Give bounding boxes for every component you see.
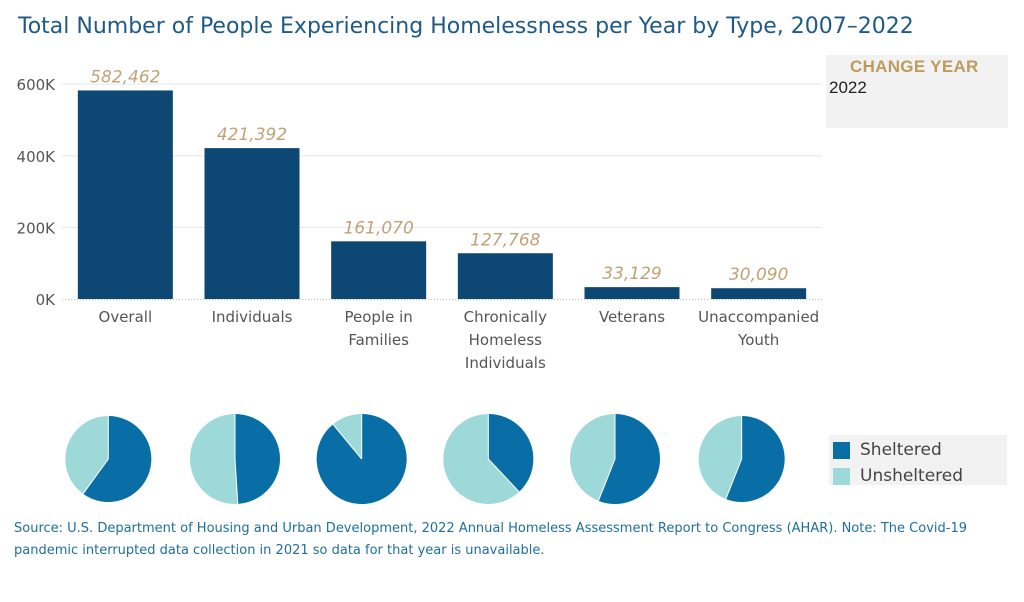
- year-selector[interactable]: 2022: [829, 78, 867, 97]
- y-tick-label: 400K: [17, 148, 57, 166]
- pie-chronically-homeless-individuals[interactable]: [443, 414, 534, 504]
- pie-veterans[interactable]: [570, 414, 660, 504]
- bar-veterans[interactable]: [584, 287, 680, 299]
- y-axis-ticks: 0K 200K 400K 600K: [17, 76, 57, 309]
- pie-separator: [332, 424, 363, 460]
- y-tick-label: 200K: [17, 219, 57, 237]
- legend-label-sheltered: Sheltered: [860, 440, 942, 460]
- pie-slice-sheltered: [488, 414, 534, 492]
- bar-individuals[interactable]: [204, 148, 300, 299]
- x-tick-label: Unaccompanied: [698, 308, 819, 326]
- x-tick-label: Families: [348, 331, 409, 349]
- x-tick-label: Youth: [737, 331, 779, 349]
- change-year-panel[interactable]: CHANGE YEAR 2022: [826, 55, 1008, 128]
- data-labels: 582,462 421,392 161,070 127,768 33,129 30,090: [90, 67, 788, 285]
- source-note: Source: U.S. Department of Housing and U…: [14, 521, 967, 558]
- data-label-overall: 582,462: [90, 67, 160, 87]
- legend-label-unsheltered: Unsheltered: [860, 466, 964, 486]
- x-axis-ticks: Overall Individuals People in Families Chron…: [99, 308, 820, 372]
- legend-item-unsheltered[interactable]: Unsheltered: [833, 466, 963, 486]
- chart-title: Total Number of People Experiencing Home…: [18, 14, 914, 39]
- y-tick-label: 600K: [17, 76, 57, 94]
- x-tick-label: People in: [345, 308, 413, 326]
- legend-swatch-unsheltered: [833, 467, 850, 485]
- data-label-people-in-families: 161,070: [344, 218, 414, 238]
- pie-slice-sheltered: [725, 416, 785, 503]
- bar-people-in-families[interactable]: [331, 241, 427, 299]
- x-tick-label: Individuals: [212, 308, 293, 326]
- x-tick-label: Homeless: [469, 331, 543, 349]
- x-tick-label: Chronically: [464, 308, 547, 326]
- change-year-label: CHANGE YEAR: [850, 57, 979, 76]
- pie-slice-sheltered: [83, 416, 152, 502]
- pie-separator: [725, 458, 743, 500]
- pie-slice-sheltered: [598, 414, 660, 504]
- bar-chronically-homeless-individuals[interactable]: [457, 253, 553, 299]
- pie-separator: [234, 458, 239, 504]
- data-label-unaccompanied-youth: 30,090: [729, 265, 788, 285]
- pie-charts: [65, 414, 785, 504]
- data-label-chronically-homeless-individuals: 127,768: [470, 230, 540, 250]
- grid-lines: [62, 83, 822, 300]
- bar-unaccompanied-youth[interactable]: [711, 288, 807, 299]
- data-label-individuals: 421,392: [217, 125, 287, 145]
- data-label-veterans: 33,129: [602, 264, 661, 284]
- x-tick-label: Individuals: [465, 354, 546, 372]
- y-tick-label: 0K: [36, 291, 57, 309]
- legend: Sheltered Unsheltered: [829, 435, 1007, 486]
- pie-overall[interactable]: [65, 416, 152, 502]
- pie-slice-sheltered: [235, 414, 280, 504]
- pie-separator: [487, 458, 520, 493]
- pie-unaccompanied-youth[interactable]: [698, 416, 785, 503]
- bar-overall[interactable]: [77, 90, 173, 299]
- x-tick-label: Overall: [99, 308, 153, 326]
- legend-swatch-sheltered: [833, 441, 850, 459]
- pie-individuals[interactable]: [190, 414, 280, 504]
- pie-people-in-families[interactable]: [316, 414, 407, 504]
- x-tick-label: Veterans: [599, 308, 665, 326]
- legend-item-sheltered[interactable]: Sheltered: [833, 440, 942, 460]
- pie-separator: [82, 458, 109, 495]
- bars: [77, 90, 807, 299]
- pie-separator: [597, 458, 616, 502]
